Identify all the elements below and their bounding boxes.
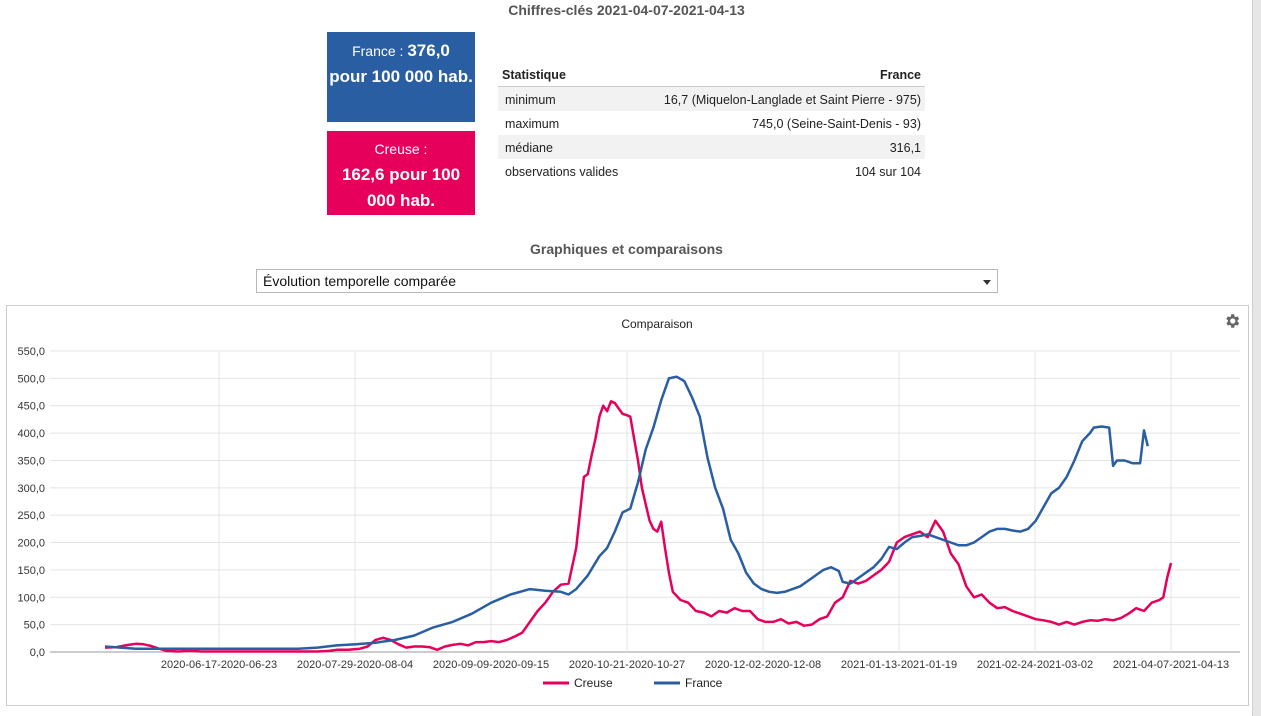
- kpi-creuse-prefix: Creuse :: [374, 141, 428, 157]
- kpi-france-value: 376,0: [407, 41, 450, 60]
- y-tick-label: 300,0: [17, 483, 45, 495]
- x-tick-label: 2021-04-07-2021-04-13: [1113, 659, 1229, 671]
- row-value: 104 sur 104: [854, 164, 921, 179]
- legend-label-creuse: Creuse: [574, 676, 613, 690]
- table-row: observations valides 104 sur 104: [498, 159, 925, 183]
- y-tick-label: 0,0: [30, 647, 45, 659]
- row-label: maximum: [505, 116, 560, 131]
- series-line-france: [104, 375, 1150, 650]
- x-tick-label: 2020-06-17-2020-06-23: [161, 659, 277, 671]
- row-label: observations valides: [505, 164, 619, 179]
- x-tick-label: 2020-12-02-2020-12-08: [705, 659, 821, 671]
- y-tick-label: 200,0: [17, 538, 45, 550]
- y-tick-label: 150,0: [17, 565, 45, 577]
- chevron-down-icon: [983, 280, 991, 285]
- row-value: 16,7 (Miquelon-Langlade et Saint Pierre …: [633, 86, 925, 111]
- chart-type-select[interactable]: Évolution temporelle comparée: [256, 269, 998, 293]
- series-line-creuse: [104, 400, 1173, 653]
- y-tick-label: 100,0: [17, 592, 45, 604]
- section-title: Graphiques et comparaisons: [530, 241, 723, 257]
- x-tick-label: 2021-01-13-2021-01-19: [841, 659, 957, 671]
- column-header-france: France: [633, 63, 925, 87]
- y-tick-label: 400,0: [17, 428, 45, 440]
- y-tick-label: 450,0: [17, 401, 45, 413]
- y-tick-label: 50,0: [24, 620, 45, 632]
- chart-title: Comparaison: [621, 317, 692, 331]
- kpi-creuse-card: Creuse : 162,6 pour 100 000 hab.: [327, 131, 475, 215]
- column-header-statistic: Statistique: [498, 63, 634, 87]
- table-header-row: Statistique France: [498, 63, 925, 87]
- y-tick-label: 550,0: [17, 346, 45, 358]
- table-row: médiane 316,1: [498, 135, 925, 159]
- table-row: minimum 16,7 (Miquelon-Langlade et Saint…: [498, 86, 925, 111]
- kpi-creuse-value: 162,6 pour 100 000 hab.: [341, 165, 461, 210]
- kpi-france-card: France : 376,0 pour 100 000 hab.: [327, 32, 475, 122]
- gear-icon[interactable]: [1223, 312, 1241, 330]
- select-value: Évolution temporelle comparée: [263, 273, 456, 289]
- kpi-france-suffix: pour 100 000 hab.: [329, 67, 473, 86]
- x-tick-label: 2020-07-29-2020-08-04: [297, 659, 413, 671]
- x-tick-label: 2020-09-09-2020-09-15: [433, 659, 549, 671]
- statistics-table: Statistique France minimum 16,7 (Miquelo…: [498, 63, 925, 183]
- row-label: minimum: [498, 86, 634, 111]
- y-tick-label: 500,0: [17, 373, 45, 385]
- y-tick-label: 350,0: [17, 455, 45, 467]
- x-tick-label: 2020-10-21-2020-10-27: [569, 659, 685, 671]
- x-tick-label: 2021-02-24-2021-03-02: [977, 659, 1093, 671]
- chart-container: Comparaison 0,0 50,0 100,0 150,0 200,0 250,0 30…: [6, 305, 1249, 706]
- key-figures-title: Chiffres-clés 2021-04-07-2021-04-13: [508, 2, 745, 18]
- row-label: médiane: [498, 135, 634, 159]
- y-tick-label: 250,0: [17, 510, 45, 522]
- scrollbar[interactable]: [1252, 0, 1261, 716]
- legend-label-france: France: [685, 676, 723, 690]
- line-chart: Comparaison 0,0 50,0 100,0 150,0 200,0 250,0 30…: [17, 317, 1240, 690]
- row-value: 316,1: [633, 135, 925, 159]
- kpi-france-prefix: France :: [352, 43, 408, 59]
- row-value: 745,0 (Seine-Saint-Denis - 93): [752, 116, 921, 131]
- table-row: maximum 745,0 (Seine-Saint-Denis - 93): [498, 111, 925, 135]
